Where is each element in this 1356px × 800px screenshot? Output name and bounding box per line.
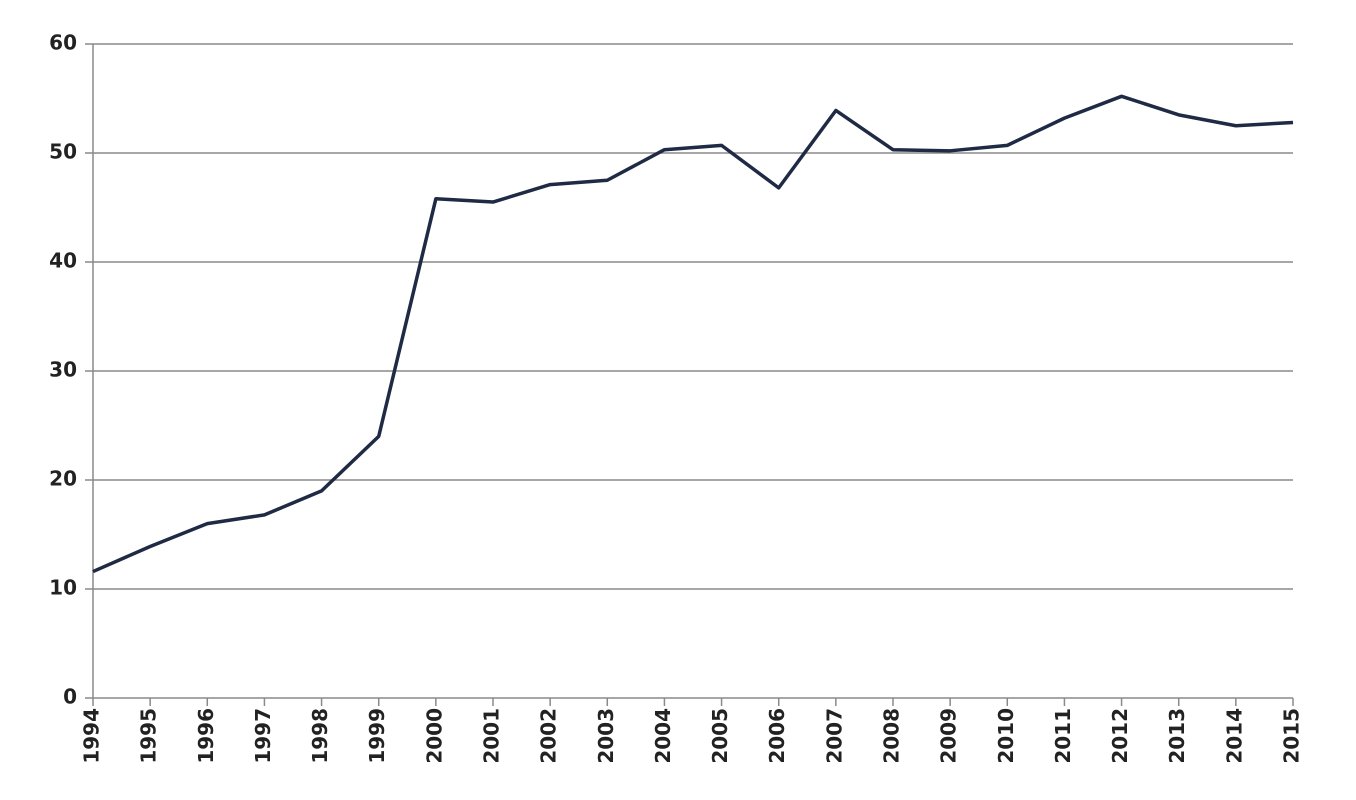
x-tick-label: 1996: [194, 708, 218, 764]
x-tick-label: 2005: [708, 708, 732, 764]
x-tick-label: 2007: [822, 708, 846, 764]
x-tick-label: 2006: [765, 708, 789, 764]
y-tick-label: 0: [63, 685, 77, 709]
x-tick-label: 2014: [1222, 708, 1246, 764]
x-tick-label: 2010: [994, 708, 1018, 764]
y-tick-label: 10: [49, 576, 77, 600]
x-tick-label: 2011: [1051, 708, 1075, 764]
x-tick-label: 2004: [651, 708, 675, 764]
x-tick-label: 2000: [422, 708, 446, 764]
x-tick-label: 1997: [251, 708, 275, 764]
x-tick-label: 2012: [1108, 708, 1132, 764]
x-tick-label: 2001: [480, 708, 504, 764]
x-tick-label: 1998: [308, 708, 332, 764]
x-tick-label: 2003: [594, 708, 618, 764]
x-tick-label: 1995: [137, 708, 161, 764]
x-tick-label: 2002: [537, 708, 561, 764]
x-tick-label: 2008: [880, 708, 904, 764]
x-tick-label: 2009: [937, 708, 961, 764]
y-tick-label: 30: [49, 358, 77, 382]
x-tick-label: 1999: [365, 708, 389, 764]
x-tick-label: 1994: [80, 708, 104, 764]
x-tick-label: 2015: [1280, 708, 1304, 764]
y-tick-label: 20: [49, 467, 77, 491]
x-tick-label: 2013: [1165, 708, 1189, 764]
y-tick-label: 60: [49, 31, 77, 55]
y-tick-label: 50: [49, 140, 77, 164]
line: [92, 94, 1294, 574]
y-tick-label: 40: [49, 249, 77, 273]
